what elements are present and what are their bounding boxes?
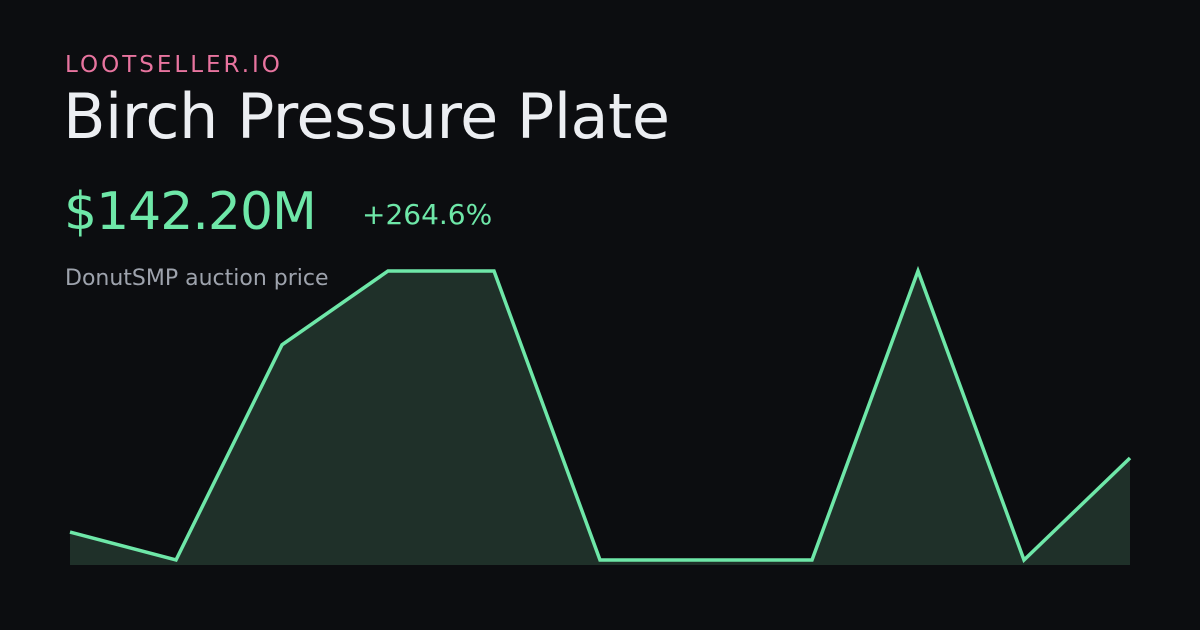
price-line [69,265,1132,564]
change: +264.6% [362,198,493,231]
brand: LOOTSELLER.IO [65,52,283,78]
subtitle: DonutSMP auction price [65,266,329,291]
title: Birch Pressure Plate [63,80,670,153]
price: $142.20M [64,182,317,242]
area-fill [70,271,1130,565]
